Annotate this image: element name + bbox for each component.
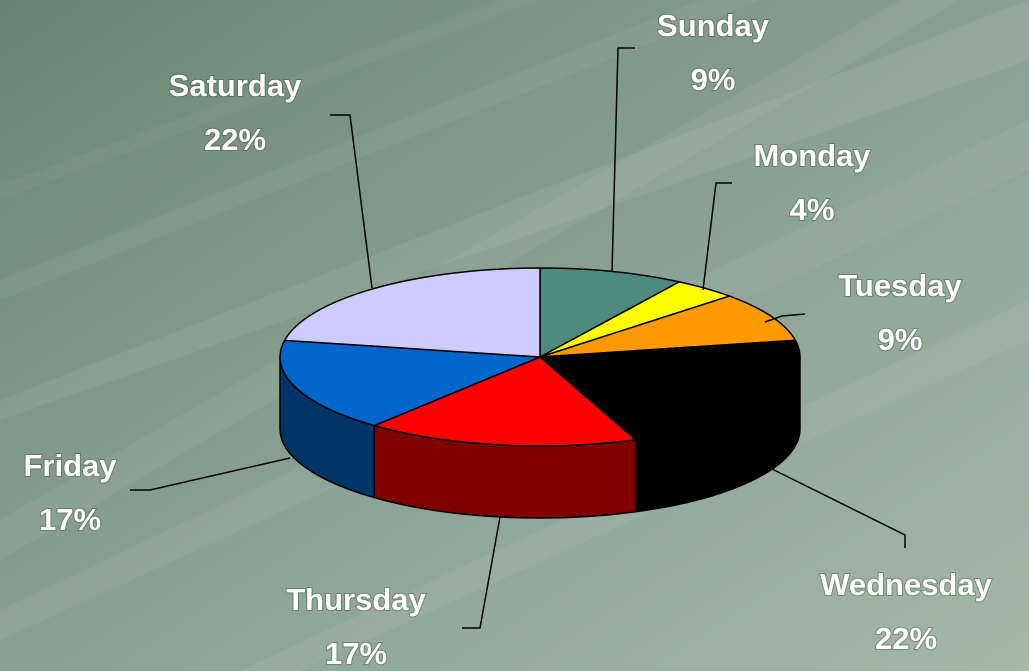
slice-value-label: 9% [691, 62, 736, 97]
slice-label: Tuesday [838, 268, 962, 303]
slice-label: Monday [753, 138, 871, 173]
leader-line [462, 516, 501, 629]
slice [283, 267, 541, 358]
leader-line [769, 467, 906, 548]
slice-value-label: 9% [878, 322, 923, 357]
slice-value-label: 22% [875, 621, 937, 656]
leader-line [330, 114, 373, 289]
leader-line [764, 313, 806, 323]
slice [279, 339, 541, 427]
slice-label: Sunday [657, 8, 770, 43]
leader-line [130, 457, 291, 491]
leader-line [611, 47, 635, 273]
slice [538, 339, 801, 441]
slice [371, 356, 638, 447]
slice-label: Saturday [169, 68, 302, 103]
slice-label: Friday [23, 448, 117, 483]
slice [539, 295, 797, 358]
slice-value-label: 22% [204, 122, 266, 157]
slice-label: Wednesday [820, 567, 992, 602]
slice-value-label: 17% [39, 502, 101, 537]
slice-label: Thursday [286, 582, 426, 617]
slice-value-label: 17% [325, 636, 387, 671]
leader-line [702, 182, 732, 291]
slice-value-label: 4% [790, 192, 835, 227]
